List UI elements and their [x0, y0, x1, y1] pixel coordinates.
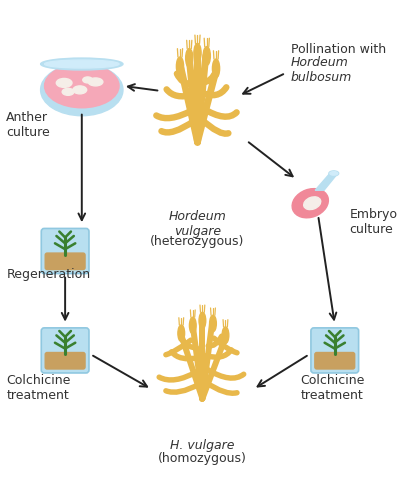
Text: Hordeum
bulbosum: Hordeum bulbosum: [291, 56, 352, 84]
FancyBboxPatch shape: [41, 228, 89, 274]
Ellipse shape: [330, 172, 338, 175]
Ellipse shape: [210, 315, 216, 332]
Text: (homozygous): (homozygous): [158, 452, 247, 465]
Ellipse shape: [41, 64, 123, 116]
Ellipse shape: [186, 48, 193, 68]
Ellipse shape: [212, 59, 219, 78]
Ellipse shape: [56, 78, 72, 87]
Text: (heterozygous): (heterozygous): [150, 235, 245, 248]
FancyBboxPatch shape: [41, 328, 89, 373]
Ellipse shape: [292, 189, 328, 218]
Text: H. vulgare: H. vulgare: [170, 439, 235, 452]
FancyBboxPatch shape: [45, 253, 85, 270]
Ellipse shape: [199, 312, 206, 329]
Ellipse shape: [176, 57, 184, 76]
FancyBboxPatch shape: [311, 328, 359, 373]
Ellipse shape: [62, 88, 74, 96]
Ellipse shape: [329, 171, 339, 176]
Ellipse shape: [88, 78, 103, 86]
Text: Colchicine
treatment: Colchicine treatment: [6, 374, 71, 402]
Text: Anther
culture: Anther culture: [6, 111, 50, 139]
Ellipse shape: [73, 86, 87, 94]
Text: Pollination with: Pollination with: [291, 43, 386, 56]
Ellipse shape: [189, 317, 196, 334]
Ellipse shape: [304, 197, 321, 210]
FancyBboxPatch shape: [45, 352, 85, 369]
Ellipse shape: [44, 60, 119, 68]
Ellipse shape: [178, 325, 185, 342]
Text: Embryo
culture: Embryo culture: [349, 208, 397, 236]
Ellipse shape: [203, 47, 210, 65]
Ellipse shape: [222, 327, 229, 344]
Ellipse shape: [44, 64, 119, 108]
Text: Regeneration: Regeneration: [6, 268, 90, 281]
Text: Hordeum
vulgare: Hordeum vulgare: [169, 210, 226, 238]
Text: Colchicine
treatment: Colchicine treatment: [300, 374, 365, 402]
Ellipse shape: [41, 58, 123, 70]
Ellipse shape: [194, 44, 201, 62]
FancyBboxPatch shape: [315, 352, 355, 369]
Polygon shape: [315, 173, 338, 190]
Ellipse shape: [83, 77, 92, 83]
